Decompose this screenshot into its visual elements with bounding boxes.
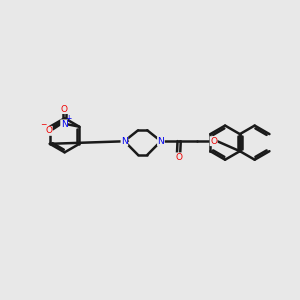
Text: N: N bbox=[61, 120, 68, 129]
Text: N: N bbox=[158, 137, 164, 146]
Text: O: O bbox=[210, 137, 217, 146]
Text: N: N bbox=[121, 137, 128, 146]
Text: O: O bbox=[175, 153, 182, 162]
Text: O: O bbox=[45, 126, 52, 135]
Text: −: − bbox=[40, 120, 47, 129]
Text: +: + bbox=[65, 114, 71, 123]
Text: O: O bbox=[61, 105, 68, 114]
